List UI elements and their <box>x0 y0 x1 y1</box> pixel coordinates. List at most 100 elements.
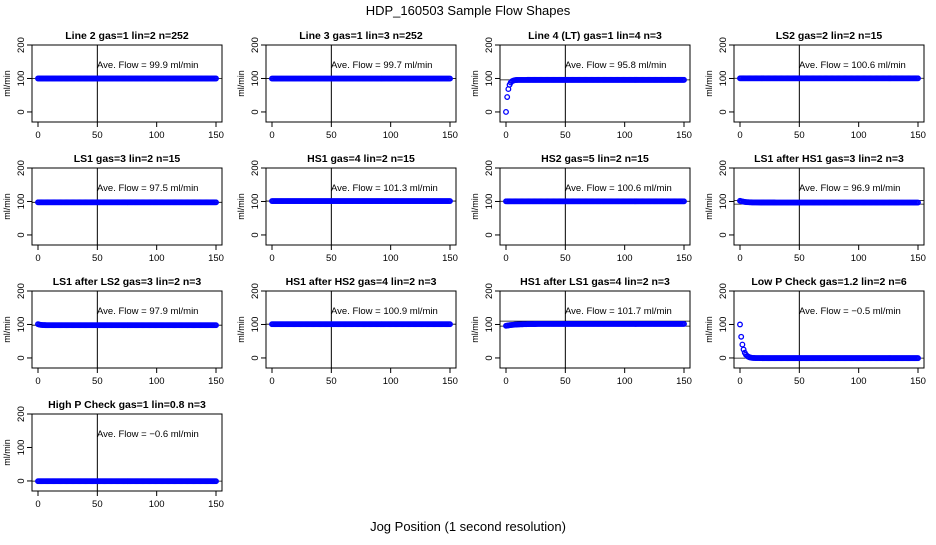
x-axis-label: Jog Position (1 second resolution) <box>370 519 566 534</box>
chart-main-title: HDP_160503 Sample Flow Shapes <box>366 3 571 18</box>
panel-title: Line 4 (LT) gas=1 lin=4 n=3 <box>528 30 662 42</box>
data-point <box>447 198 453 204</box>
plot-frame <box>31 290 223 369</box>
y-tick-label: 100 <box>16 71 27 87</box>
panel-4: LS2 gas=2 lin=2 n=15 0 50 100 150 0 100 200 ml/m… <box>704 30 926 141</box>
y-axis-label: ml/min <box>2 193 12 220</box>
x-tick-label: 100 <box>149 130 165 141</box>
x-tick-label: 0 <box>737 130 742 141</box>
x-tick-label: 100 <box>617 376 633 387</box>
data-point <box>737 321 743 328</box>
data-points <box>35 321 219 329</box>
plot-frame <box>733 167 925 246</box>
x-tick-label: 150 <box>910 376 926 387</box>
y-tick-label: 100 <box>484 71 495 87</box>
plot-frame <box>733 44 925 123</box>
panel-title: LS1 after LS2 gas=3 lin=2 n=3 <box>53 276 202 288</box>
x-tick-label: 0 <box>503 376 508 387</box>
y-tick-label: 200 <box>250 37 261 53</box>
x-tick-label: 100 <box>851 130 867 141</box>
y-tick-label: 0 <box>250 232 261 237</box>
data-point <box>447 75 453 82</box>
y-tick-label: 100 <box>718 317 729 333</box>
data-points <box>35 478 219 485</box>
x-tick-label: 0 <box>269 376 274 387</box>
data-point <box>213 75 219 82</box>
y-tick-label: 100 <box>718 194 729 210</box>
x-tick-label: 150 <box>676 130 692 141</box>
x-tick-label: 150 <box>442 253 458 264</box>
plot-frame <box>499 167 691 246</box>
x-tick-label: 100 <box>383 130 399 141</box>
data-point <box>738 333 745 340</box>
data-point <box>915 199 921 206</box>
data-points <box>737 75 921 82</box>
data-point <box>213 478 219 485</box>
x-tick-label: 50 <box>560 253 571 264</box>
data-point <box>739 341 746 348</box>
data-points <box>503 320 687 329</box>
panel-title: High P Check gas=1 lin=0.8 n=3 <box>48 399 206 411</box>
y-tick-label: 0 <box>718 109 729 114</box>
data-points <box>269 75 453 82</box>
y-axis-label: ml/min <box>470 70 480 97</box>
average-flow-annotation: Ave. Flow = 101.7 ml/min <box>565 306 672 317</box>
x-tick-label: 0 <box>35 376 40 387</box>
plot-frame <box>265 290 457 369</box>
y-tick-label: 200 <box>484 37 495 53</box>
x-tick-label: 0 <box>35 253 40 264</box>
panel-title: LS2 gas=2 lin=2 n=15 <box>776 30 883 42</box>
y-tick-label: 200 <box>16 160 27 176</box>
plot-frame <box>265 44 457 123</box>
panel-title: HS1 after LS1 gas=4 lin=2 n=3 <box>520 276 670 288</box>
average-flow-annotation: Ave. Flow = −0.6 ml/min <box>97 429 199 440</box>
x-tick-label: 50 <box>560 130 571 141</box>
plot-frame <box>499 44 691 123</box>
data-point <box>915 75 921 82</box>
data-point <box>504 94 511 100</box>
data-point <box>213 199 219 206</box>
average-flow-annotation: Ave. Flow = −0.5 ml/min <box>799 306 901 317</box>
data-points <box>503 76 687 115</box>
x-tick-label: 150 <box>208 253 224 264</box>
y-tick-label: 0 <box>250 355 261 360</box>
y-tick-label: 200 <box>250 160 261 176</box>
y-tick-label: 200 <box>484 283 495 299</box>
y-axis-label: ml/min <box>704 193 714 220</box>
y-tick-label: 0 <box>718 232 729 237</box>
plot-frame <box>265 167 457 246</box>
x-tick-label: 50 <box>326 253 337 264</box>
y-tick-label: 100 <box>250 194 261 210</box>
average-flow-annotation: Ave. Flow = 100.6 ml/min <box>565 183 672 194</box>
average-flow-annotation: Ave. Flow = 95.8 ml/min <box>565 60 666 71</box>
y-tick-label: 100 <box>16 194 27 210</box>
x-tick-label: 50 <box>326 376 337 387</box>
x-tick-label: 0 <box>35 130 40 141</box>
x-tick-label: 150 <box>442 376 458 387</box>
panel-grid: Line 2 gas=1 lin=2 n=252 0 50 100 150 0 100 200… <box>2 30 926 510</box>
x-tick-label: 150 <box>676 253 692 264</box>
y-tick-label: 100 <box>484 194 495 210</box>
y-tick-label: 100 <box>718 71 729 87</box>
panel-title: Low P Check gas=1.2 lin=2 n=6 <box>751 276 906 288</box>
average-flow-annotation: Ave. Flow = 100.6 ml/min <box>799 60 906 71</box>
panel-title: HS2 gas=5 lin=2 n=15 <box>541 153 649 165</box>
x-tick-label: 150 <box>442 130 458 141</box>
y-tick-label: 0 <box>16 355 27 360</box>
x-tick-label: 50 <box>326 130 337 141</box>
average-flow-annotation: Ave. Flow = 96.9 ml/min <box>799 183 900 194</box>
x-tick-label: 50 <box>560 376 571 387</box>
x-tick-label: 0 <box>503 130 508 141</box>
data-point <box>681 320 687 327</box>
panel-9: LS1 after LS2 gas=3 lin=2 n=3 0 50 100 150 0 1… <box>2 276 224 387</box>
x-tick-label: 100 <box>149 499 165 510</box>
data-point <box>681 198 687 205</box>
panel-title: LS1 gas=3 lin=2 n=15 <box>74 153 181 165</box>
panel-title: Line 2 gas=1 lin=2 n=252 <box>65 30 189 42</box>
x-tick-label: 100 <box>851 376 867 387</box>
y-axis-label: ml/min <box>704 70 714 97</box>
x-tick-label: 100 <box>617 253 633 264</box>
x-tick-label: 50 <box>794 376 805 387</box>
x-tick-label: 150 <box>676 376 692 387</box>
